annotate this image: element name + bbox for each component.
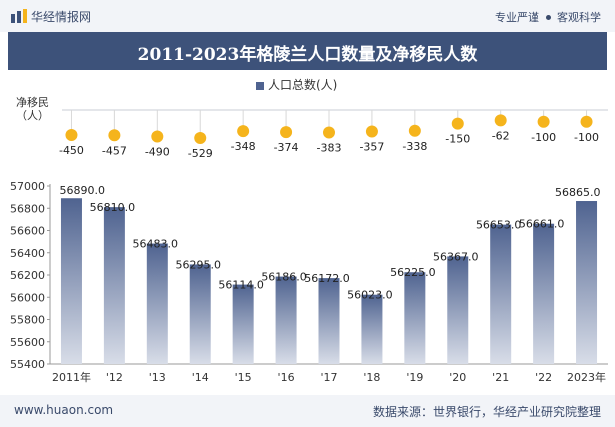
net-migration-value-label: -62 — [492, 129, 510, 142]
x-tick-label: '13 — [149, 371, 166, 384]
net-migration-dot — [365, 125, 378, 138]
legend-swatch-icon — [256, 81, 264, 90]
net-migration-value-label: -100 — [531, 131, 556, 144]
net-migration-label-line1: 净移民 — [16, 96, 49, 109]
y-tick-label: 57000 — [10, 180, 45, 193]
population-bar — [103, 207, 125, 364]
net-migration-label-line2: （人） — [16, 109, 49, 122]
net-migration-dot — [280, 126, 293, 139]
x-tick-label: '14 — [192, 371, 209, 384]
net-migration-dot — [451, 117, 464, 130]
footer-url: www.huaon.com — [14, 403, 114, 417]
x-tick-label: '17 — [320, 371, 337, 384]
x-tick-label: 2023年 — [567, 370, 606, 384]
net-migration-value-label: -357 — [359, 140, 384, 153]
y-tick-label: 56000 — [10, 291, 45, 304]
population-value-label: 56483.0 — [133, 238, 179, 251]
huajing-logo-icon — [11, 9, 27, 23]
tag-professional: 专业严谨 — [495, 11, 539, 24]
chart-legend: 人口总数(人) — [256, 76, 337, 93]
net-migration-value-label: -100 — [574, 131, 599, 144]
net-migration-dot — [65, 129, 78, 142]
population-value-label: 56810.0 — [90, 201, 136, 214]
population-bar — [146, 243, 168, 364]
population-bar — [490, 224, 512, 364]
y-tick-label: 56400 — [10, 247, 45, 260]
chart-title: 2011-2023年格陵兰人口数量及净移民人数 — [137, 45, 478, 65]
net-migration-value-label: -374 — [274, 141, 299, 154]
net-migration-value-label: -457 — [102, 144, 127, 157]
net-migration-value-label: -450 — [59, 144, 84, 157]
net-migration-value-label: -383 — [317, 141, 342, 154]
population-value-label: 56865.0 — [555, 186, 601, 199]
population-value-label: 56653.0 — [476, 219, 522, 232]
net-migration-dot — [408, 124, 421, 137]
x-tick-label: '18 — [363, 371, 380, 384]
net-migration-dot — [580, 115, 593, 128]
header-bar: 华经情报网 专业严谨 客观科学 — [0, 0, 615, 32]
title-bar: 2011-2023年格陵兰人口数量及净移民人数 — [8, 32, 607, 70]
net-migration-dot — [108, 129, 121, 142]
y-tick-label: 55800 — [10, 314, 45, 327]
population-bar — [533, 223, 555, 364]
population-bar — [576, 201, 598, 364]
net-migration-value-label: -348 — [231, 140, 256, 153]
population-value-label: 56186.0 — [261, 271, 307, 284]
population-bar — [232, 284, 254, 364]
separator-dot-icon — [546, 14, 551, 20]
y-tick-label: 56200 — [10, 269, 45, 282]
x-tick-label: '12 — [106, 371, 123, 384]
population-bar — [447, 256, 469, 364]
population-bar — [404, 272, 426, 364]
net-migration-value-label: -150 — [445, 133, 470, 146]
population-bar — [189, 264, 211, 364]
population-value-label: 56295.0 — [175, 258, 221, 271]
y-tick-label: 56600 — [10, 225, 45, 238]
population-bar — [275, 276, 297, 364]
net-migration-axis-label: 净移民 （人） — [16, 96, 49, 122]
x-tick-label: '22 — [535, 371, 552, 384]
header-tags: 专业严谨 客观科学 — [495, 9, 601, 25]
population-bar — [60, 198, 82, 364]
net-migration-dot — [194, 132, 207, 144]
footer-bar: www.huaon.com 数据来源：世界银行，华经产业研究院整理 — [0, 395, 615, 427]
data-source: 数据来源：世界银行，华经产业研究院整理 — [372, 405, 601, 419]
net-migration-dot — [494, 114, 507, 127]
population-value-label: 56661.0 — [519, 218, 565, 231]
x-tick-label: '16 — [278, 371, 295, 384]
net-migration-value-label: -338 — [402, 140, 427, 153]
population-value-label: 56367.0 — [433, 250, 479, 263]
net-migration-dot — [237, 125, 250, 138]
net-migration-dot — [323, 126, 335, 139]
x-tick-label: '15 — [235, 371, 252, 384]
x-tick-label: '19 — [406, 371, 423, 384]
population-value-label: 56114.0 — [218, 279, 264, 292]
tag-objective: 客观科学 — [557, 11, 601, 24]
y-tick-label: 56800 — [10, 202, 45, 215]
site-name: 华经情报网 — [31, 10, 92, 24]
legend-label: 人口总数(人) — [268, 78, 338, 92]
net-migration-value-label: -490 — [145, 146, 170, 159]
population-value-label: 56023.0 — [347, 289, 393, 302]
population-bar — [361, 294, 383, 364]
y-tick-label: 55600 — [10, 336, 45, 349]
chart-canvas: 55400 55600 55800 56000 56200 56400 56600 56800… — [10, 109, 608, 384]
population-value-label: 56225.0 — [390, 266, 436, 279]
net-migration-dot — [537, 115, 550, 128]
y-tick-label: 55400 — [10, 358, 45, 371]
x-tick-label: '21 — [492, 371, 509, 384]
net-migration-value-label: -529 — [188, 147, 213, 160]
population-value-label: 56172.0 — [304, 272, 350, 285]
population-value-label: 56890.0 — [59, 184, 105, 197]
population-bar — [318, 278, 340, 364]
x-tick-label: 2011年 — [52, 370, 91, 384]
net-migration-dot — [151, 130, 164, 143]
x-tick-label: '20 — [449, 371, 466, 384]
